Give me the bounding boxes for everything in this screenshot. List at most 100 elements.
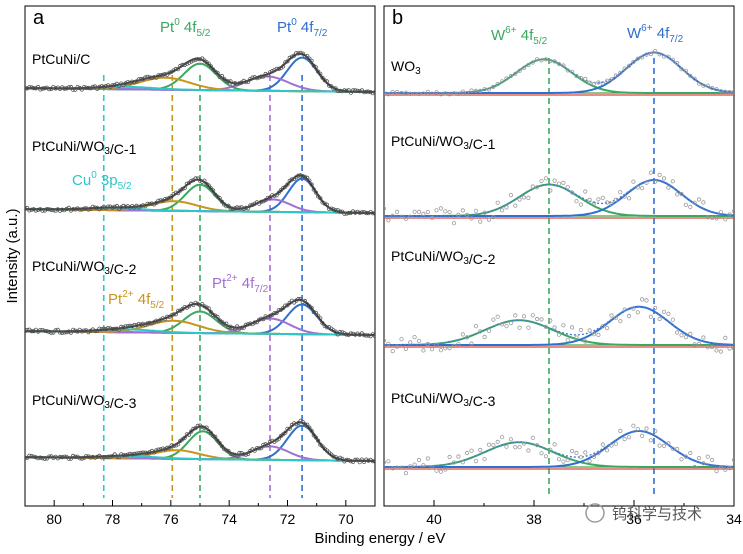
raw-data-point [123,324,128,329]
raw-data-point [208,186,213,191]
raw-data-point [653,305,658,311]
raw-data-point [246,322,251,327]
raw-data-point [33,208,39,213]
raw-data-point [456,342,461,347]
raw-data-point [108,326,113,331]
raw-data-point [521,314,527,319]
raw-data-point [211,188,216,193]
raw-data-point [460,208,465,213]
raw-data-point [285,426,290,431]
raw-data-point [421,211,426,216]
raw-data-point [180,186,185,191]
sample-label: PtCuNi/WO3/C-2 [391,248,496,267]
raw-data-point [609,313,614,318]
raw-data-point [600,442,605,447]
raw-data-point [189,59,194,64]
raw-data-point [653,48,658,54]
raw-data-point [513,71,518,76]
raw-data-point [127,323,133,328]
raw-data-point [340,209,345,214]
raw-data-point [230,452,235,457]
raw-data-point [62,330,67,335]
raw-data-point [322,78,327,83]
raw-data-point [187,304,192,309]
raw-data-point [197,57,203,62]
raw-data-point [230,325,235,331]
raw-data-point [709,85,715,91]
raw-data-point [517,68,522,73]
raw-data-point [670,446,675,451]
raw-data-point [125,452,130,457]
raw-data-point [92,84,98,89]
raw-data-point [350,88,356,93]
raw-data-point [408,340,413,345]
raw-data-point [213,434,218,440]
raw-data-point [307,56,312,61]
raw-data-point [296,51,301,56]
raw-data-point [709,457,715,463]
raw-data-point [478,329,483,334]
raw-data-point [187,432,192,437]
raw-data-point [451,91,457,96]
raw-data-point [705,454,710,459]
raw-data-point [167,70,172,75]
raw-data-point [160,446,165,451]
raw-data-point [604,78,610,83]
raw-data-point [145,201,150,206]
raw-data-point [561,459,566,464]
raw-data-point [315,438,321,443]
peak-annotation: Pt2+ 4f7/2 [212,273,269,295]
raw-data-point [62,208,67,213]
raw-data-point [228,451,233,456]
raw-data-point [320,320,325,326]
raw-data-point [517,197,522,202]
raw-data-point [117,454,122,460]
raw-data-point [261,316,266,322]
raw-data-point [267,313,273,318]
raw-data-point [434,468,439,473]
raw-data-point [416,209,422,214]
raw-data-point [326,206,332,211]
peak-annotation: W6+ 4f5/2 [491,25,548,47]
raw-data-point [408,91,413,97]
raw-data-point [361,210,367,215]
raw-data-point [62,454,67,459]
peak-annotation: W6+ 4f7/2 [627,23,684,45]
raw-data-point [357,89,362,94]
raw-data-point [337,209,343,214]
raw-data-point [60,454,65,460]
raw-data-point [300,51,305,56]
raw-data-point [228,79,233,84]
raw-data-point [604,200,610,205]
panel-a-label: a [33,7,45,29]
raw-data-point [447,454,452,460]
raw-data-point [160,316,165,321]
raw-data-point [149,321,154,326]
raw-data-point [182,185,187,191]
raw-data-point [73,328,78,333]
raw-data-point [342,211,347,216]
raw-data-point [469,448,474,453]
raw-data-point [723,89,728,94]
raw-data-point [543,324,549,329]
raw-data-point [298,418,303,423]
raw-data-point [294,421,299,427]
raw-data-point [622,194,627,199]
raw-data-point [508,193,513,198]
raw-data-point [106,325,111,331]
raw-data-point [38,327,43,333]
panel-b-sample-labels: WO3 PtCuNi/WO3/C-1 PtCuNi/WO3/C-2 PtCuNi/WO… [391,58,496,409]
raw-data-point [412,209,417,214]
raw-data-point [416,457,422,463]
raw-data-point [252,75,257,80]
raw-data-point [552,178,557,183]
raw-data-point [147,75,152,80]
watermark: 钨科学与技术 [585,503,702,523]
raw-data-point [305,53,310,59]
raw-data-point [62,86,67,91]
raw-data-point [147,201,152,206]
raw-data-point [187,60,192,65]
raw-data-point [696,455,702,461]
raw-data-point [127,451,133,456]
raw-data-point [342,331,347,336]
